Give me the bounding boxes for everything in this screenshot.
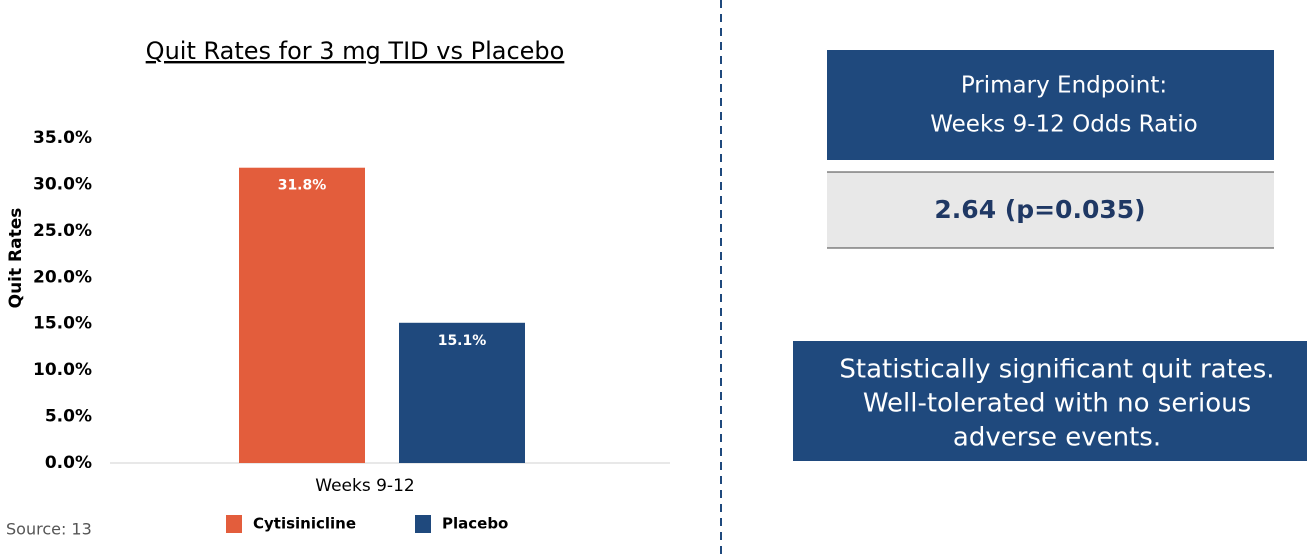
- y-tick-label: 20.0%: [33, 267, 92, 287]
- bar: [399, 322, 525, 463]
- legend-label: Placebo: [442, 515, 508, 533]
- endpoint-title: Weeks 9-12 Odds Ratio: [930, 112, 1197, 138]
- y-tick-label: 25.0%: [33, 221, 92, 241]
- summary-line: adverse events.: [953, 423, 1161, 453]
- bar: [239, 167, 365, 463]
- legend-label: Cytisinicline: [253, 515, 356, 533]
- endpoint-result: 2.64 (p=0.035): [934, 195, 1145, 224]
- chart-title: Quit Rates for 3 mg TID vs Placebo: [146, 37, 565, 65]
- source: Source: 13: [6, 520, 92, 539]
- y-tick-label: 30.0%: [33, 174, 92, 194]
- endpoint-title: Primary Endpoint:: [961, 73, 1167, 99]
- legend-swatch: [415, 515, 431, 533]
- endpoint-header: [827, 50, 1274, 160]
- y-tick-label: 35.0%: [33, 128, 92, 148]
- value-label: 31.8%: [278, 178, 327, 194]
- y-tick-label: 10.0%: [33, 360, 92, 380]
- y-axis-label: Quit Rates: [6, 208, 26, 309]
- endpoint-result-box: [827, 172, 1274, 248]
- legend-swatch: [226, 515, 242, 533]
- summary-box: [793, 341, 1307, 461]
- value-label: 15.1%: [438, 333, 487, 349]
- x-tick-label: Weeks 9-12: [315, 476, 414, 496]
- y-tick-label: 0.0%: [45, 453, 92, 473]
- summary-line: Statistically significant quit rates.: [839, 355, 1274, 385]
- y-tick-label: 5.0%: [45, 407, 92, 427]
- summary-line: Well-tolerated with no serious: [863, 389, 1251, 419]
- y-tick-label: 15.0%: [33, 314, 92, 334]
